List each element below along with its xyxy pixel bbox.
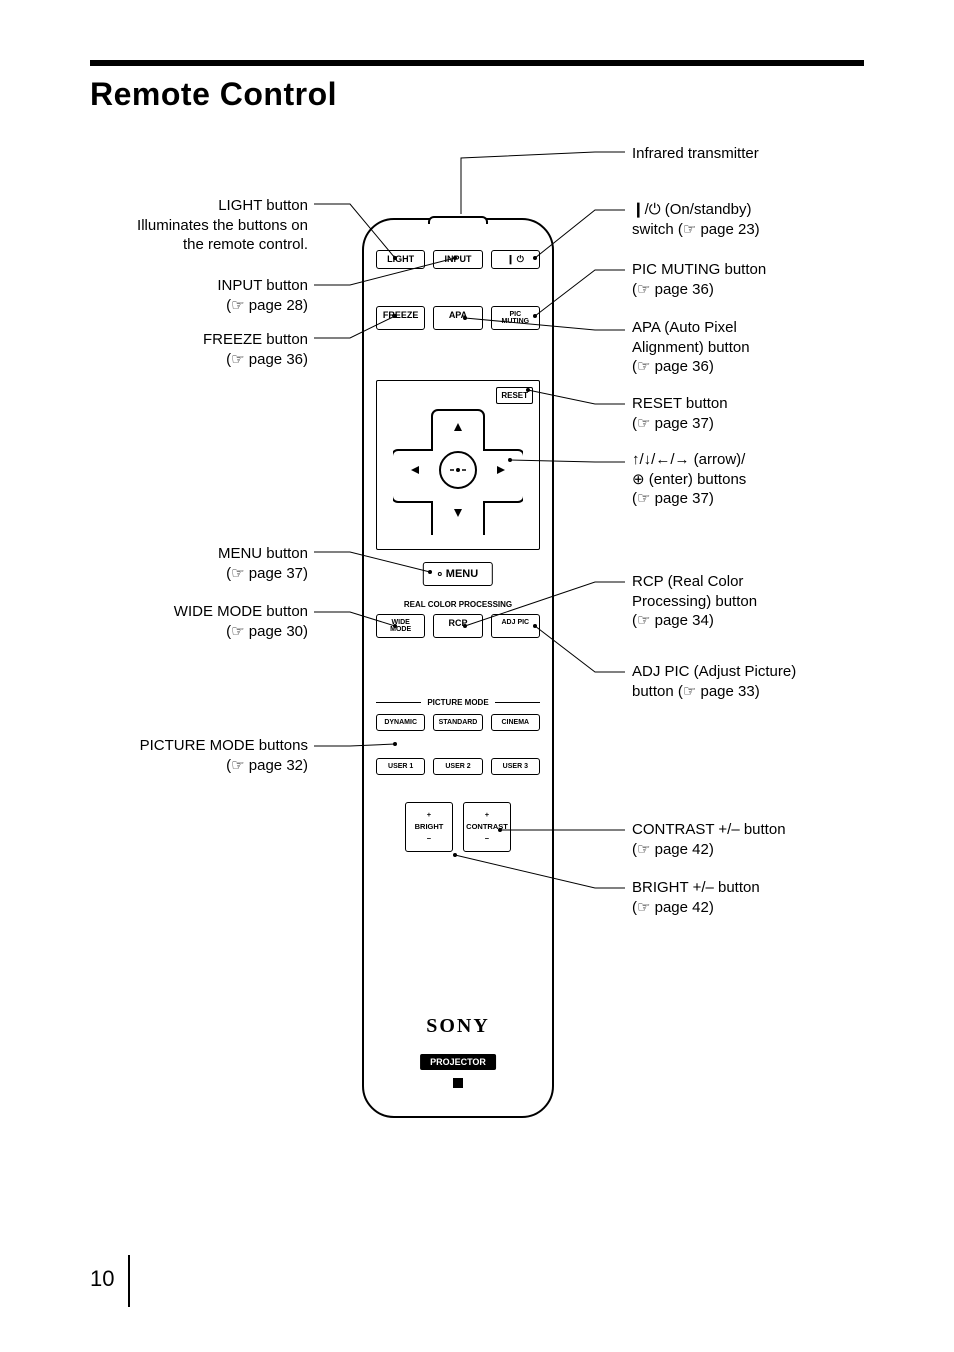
light-button[interactable]: LIGHT bbox=[376, 250, 425, 269]
infrared-emitter bbox=[428, 216, 488, 224]
adjust-row: +BRIGHT− +CONTRAST− bbox=[405, 802, 511, 852]
callout-power: ❙/⏻ (On/standby) switch (☞ page 23) bbox=[632, 200, 862, 239]
standard-button[interactable]: STANDARD bbox=[433, 714, 482, 731]
dynamic-button[interactable]: DYNAMIC bbox=[376, 714, 425, 731]
button-row-2: FREEZE APA PIC MUTING bbox=[376, 306, 540, 330]
callout-apa: APA (Auto Pixel Alignment) button (☞ pag… bbox=[632, 318, 862, 377]
button-row-3: WIDE MODE RCP ADJ PIC bbox=[376, 614, 540, 638]
user1-button[interactable]: USER 1 bbox=[376, 758, 425, 775]
wide-mode-button[interactable]: WIDE MODE bbox=[376, 614, 425, 638]
button-row-1: LIGHT INPUT ❙ ⏻ bbox=[376, 250, 540, 269]
input-button[interactable]: INPUT bbox=[433, 250, 482, 269]
callout-ir: Infrared transmitter bbox=[632, 144, 862, 164]
callout-rcp: RCP (Real Color Processing) button (☞ pa… bbox=[632, 572, 862, 631]
top-rule bbox=[90, 60, 864, 66]
rcp-banner: REAL COLOR PROCESSING bbox=[364, 600, 552, 609]
user2-button[interactable]: USER 2 bbox=[433, 758, 482, 775]
rcp-button[interactable]: RCP bbox=[433, 614, 482, 638]
projector-badge: PROJECTOR bbox=[420, 1054, 496, 1070]
page-number-divider bbox=[128, 1255, 130, 1307]
menu-label: MENU bbox=[446, 568, 478, 580]
apa-button[interactable]: APA bbox=[433, 306, 482, 330]
callout-contrast: CONTRAST +/– button (☞ page 42) bbox=[632, 820, 862, 859]
dpad[interactable] bbox=[393, 405, 523, 535]
callout-wide: WIDE MODE button (☞ page 30) bbox=[88, 602, 308, 641]
contrast-button[interactable]: +CONTRAST− bbox=[463, 802, 511, 852]
pic-muting-button[interactable]: PIC MUTING bbox=[491, 306, 540, 330]
page-number: 10 bbox=[90, 1266, 114, 1292]
dpad-frame: RESET bbox=[376, 380, 540, 550]
remote-control: LIGHT INPUT ❙ ⏻ FREEZE APA PIC MUTING RE… bbox=[362, 218, 554, 1118]
callout-menu: MENU button (☞ page 37) bbox=[88, 544, 308, 583]
bright-button[interactable]: +BRIGHT− bbox=[405, 802, 453, 852]
callout-arrows: ↑/↓/←/→ (arrow)/ ⊕ (enter) buttons (☞ pa… bbox=[632, 450, 862, 509]
freeze-button[interactable]: FREEZE bbox=[376, 306, 425, 330]
callout-reset: RESET button (☞ page 37) bbox=[632, 394, 862, 433]
menu-button[interactable]: MENU bbox=[423, 562, 493, 586]
small-icon bbox=[453, 1078, 463, 1088]
cinema-button[interactable]: CINEMA bbox=[491, 714, 540, 731]
callout-input: INPUT button (☞ page 28) bbox=[88, 276, 308, 315]
callout-freeze: FREEZE button (☞ page 36) bbox=[88, 330, 308, 369]
user3-button[interactable]: USER 3 bbox=[491, 758, 540, 775]
manual-page: Remote Control LIGHT INPUT ❙ ⏻ FREEZE AP… bbox=[0, 0, 954, 1352]
callout-picmode: PICTURE MODE buttons (☞ page 32) bbox=[88, 736, 308, 775]
power-button[interactable]: ❙ ⏻ bbox=[491, 250, 540, 269]
reset-button[interactable]: RESET bbox=[496, 387, 533, 404]
adj-pic-button[interactable]: ADJ PIC bbox=[491, 614, 540, 638]
menu-indicator-icon bbox=[438, 572, 442, 576]
button-row-5: USER 1 USER 2 USER 3 bbox=[376, 758, 540, 775]
callout-light: LIGHT button Illuminates the buttons on … bbox=[88, 196, 308, 255]
page-title: Remote Control bbox=[90, 76, 337, 113]
brand-logo: SONY bbox=[364, 1015, 552, 1038]
callout-bright: BRIGHT +/– button (☞ page 42) bbox=[632, 878, 862, 917]
picture-mode-banner: PICTURE MODE bbox=[376, 698, 540, 707]
callout-adjpic: ADJ PIC (Adjust Picture) button (☞ page … bbox=[632, 662, 862, 701]
button-row-4: DYNAMIC STANDARD CINEMA bbox=[376, 714, 540, 731]
callout-picmuting: PIC MUTING button (☞ page 36) bbox=[632, 260, 862, 299]
